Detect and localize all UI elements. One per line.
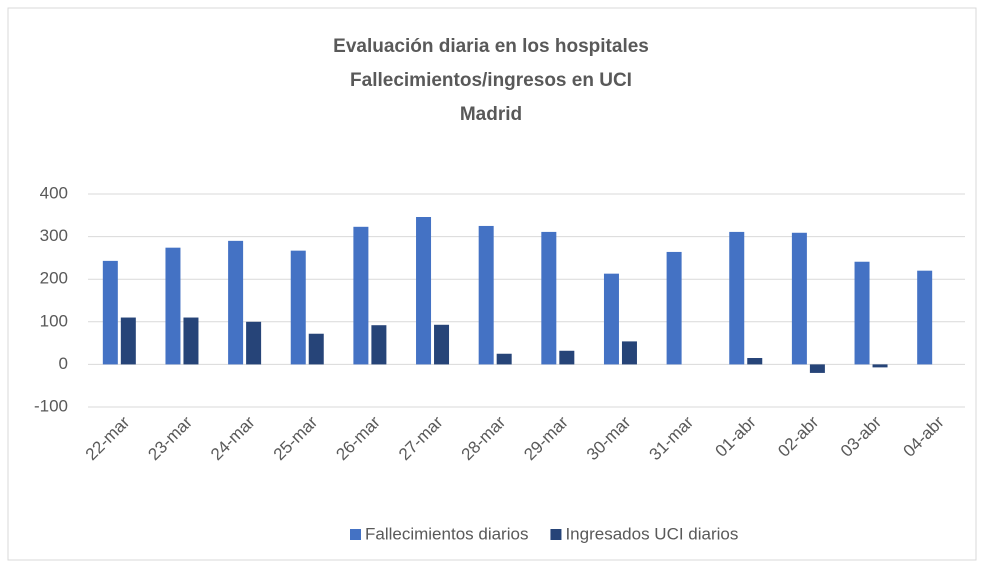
- legend-label: Fallecimientos diarios: [365, 524, 528, 543]
- bar: [246, 321, 262, 365]
- bar: [353, 226, 369, 365]
- chart-title: Madrid: [460, 104, 522, 125]
- bar: [729, 231, 745, 365]
- bar: [290, 250, 306, 365]
- bar: [541, 231, 557, 365]
- y-tick-label: 300: [40, 226, 68, 245]
- bar: [228, 240, 244, 365]
- bar: [747, 358, 763, 365]
- legend-swatch: [550, 529, 562, 540]
- bar: [120, 317, 136, 365]
- bar: [434, 324, 450, 365]
- bar: [621, 341, 637, 365]
- bar: [165, 247, 181, 365]
- bar: [666, 251, 682, 365]
- bar: [559, 350, 575, 365]
- y-tick-label: 100: [40, 311, 68, 330]
- legend-label: Ingresados UCI diarios: [565, 524, 738, 543]
- y-tick-label: 0: [59, 354, 68, 373]
- bar: [917, 270, 933, 365]
- bar: [791, 232, 807, 365]
- y-tick-label: 200: [40, 269, 68, 288]
- bar: [496, 353, 512, 365]
- chart-title: Fallecimientos/ingresos en UCI: [350, 70, 632, 91]
- bar: [603, 273, 619, 365]
- y-tick-label: 400: [40, 183, 68, 202]
- bar: [478, 225, 494, 365]
- legend-swatch: [350, 529, 361, 540]
- bar: [183, 317, 199, 365]
- bar: [308, 333, 324, 365]
- y-tick-label: -100: [34, 396, 68, 415]
- bar: [416, 217, 432, 365]
- bar: [809, 364, 825, 373]
- bar: [371, 325, 387, 365]
- bar: [872, 364, 888, 368]
- bar: [854, 261, 870, 365]
- chart-title: Evaluación diaria en los hospitales: [333, 36, 649, 57]
- bar: [102, 260, 118, 365]
